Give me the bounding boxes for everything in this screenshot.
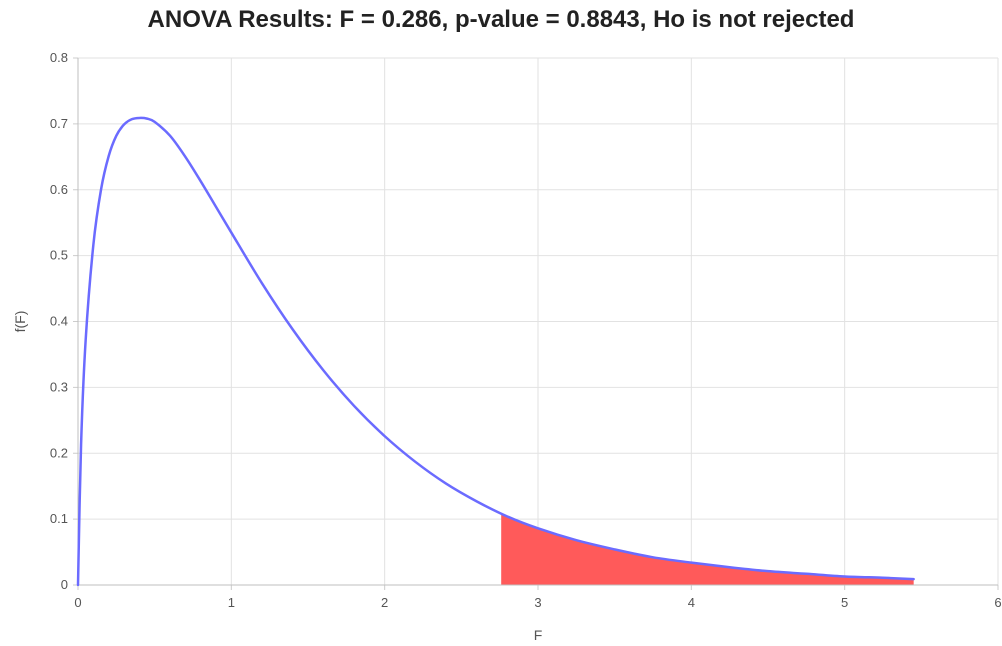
y-tick-label: 0.8 xyxy=(50,50,68,65)
y-tick-label: 0.2 xyxy=(50,445,68,460)
x-tick-label: 3 xyxy=(534,595,541,610)
f-density-curve xyxy=(76,116,915,587)
y-tick-label: 0.4 xyxy=(50,314,68,329)
grid-lines xyxy=(78,57,999,585)
x-tick-label: 2 xyxy=(381,595,388,610)
critical-region-layer xyxy=(501,513,914,585)
x-axis-label: F xyxy=(534,627,543,643)
tick-labels: 0 1 2 3 4 5 6 0 0.1 0.2 0.3 0.4 0.5 0.6 0.7 0.8 xyxy=(50,50,1002,610)
y-tick-label: 0.3 xyxy=(50,379,68,394)
y-tick-label: 0.1 xyxy=(50,511,68,526)
y-tick-label: 0 xyxy=(61,577,68,592)
curve-layer xyxy=(76,116,915,587)
x-tick-label: 6 xyxy=(994,595,1001,610)
x-tick-label: 1 xyxy=(228,595,235,610)
y-tick-label: 0.7 xyxy=(50,116,68,131)
critical-region-area xyxy=(501,513,914,585)
y-axis-label: f(F) xyxy=(12,311,28,333)
chart-title: ANOVA Results: F = 0.286, p-value = 0.88… xyxy=(147,6,855,33)
x-tick-label: 0 xyxy=(74,595,81,610)
x-tick-label: 5 xyxy=(841,595,848,610)
x-tick-label: 4 xyxy=(688,595,695,610)
y-tick-label: 0.6 xyxy=(50,182,68,197)
axes xyxy=(73,57,999,590)
y-tick-label: 0.5 xyxy=(50,248,68,263)
